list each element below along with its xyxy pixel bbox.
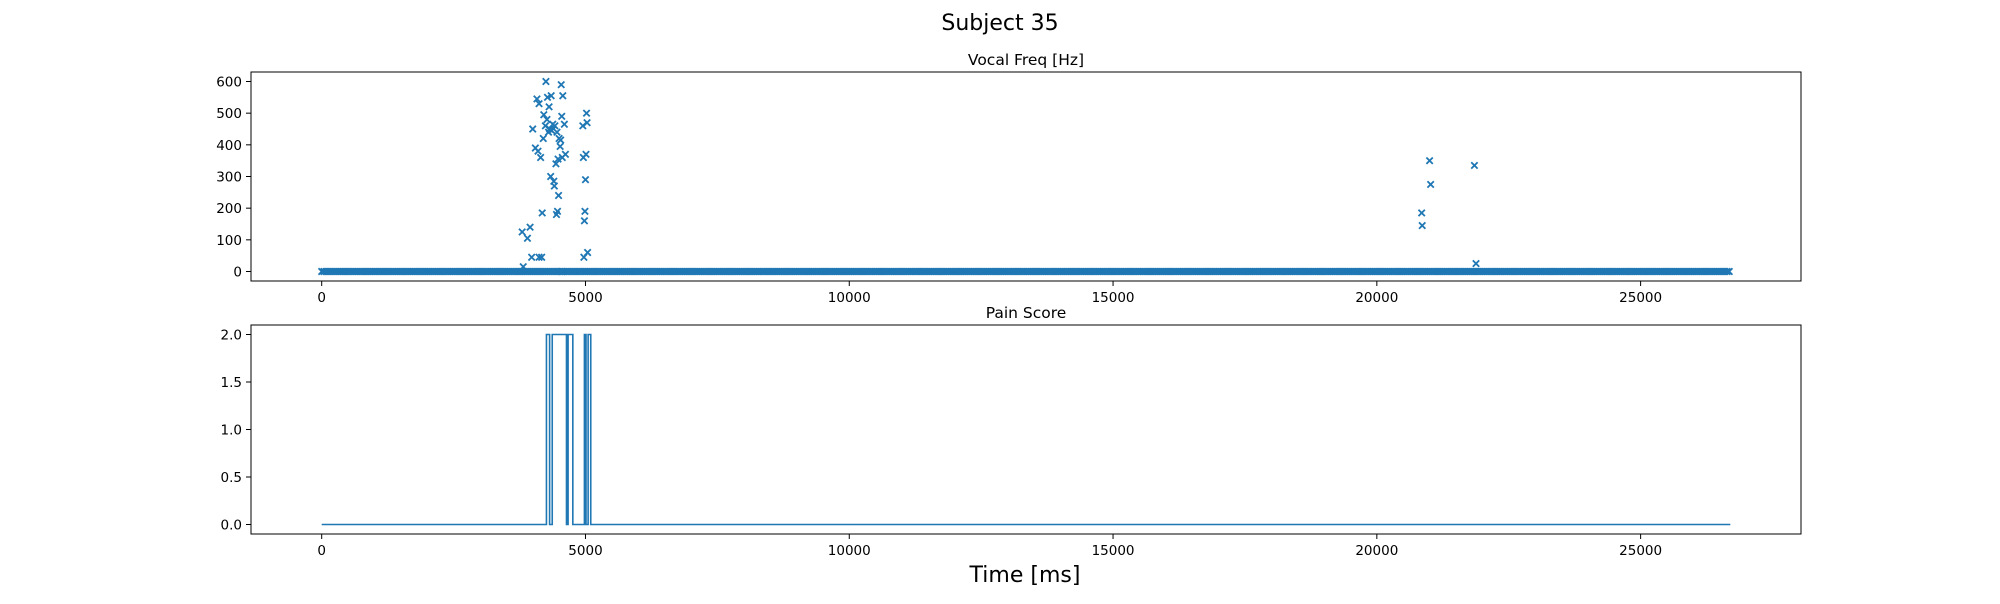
data-point <box>537 253 546 262</box>
data-point <box>554 191 563 200</box>
x-tick-label: 15000 <box>1092 543 1135 559</box>
vocal-freq-marks <box>317 77 1734 276</box>
vocal-freq-title: Vocal Freq [Hz] <box>968 51 1084 69</box>
pain-score-axes-frame <box>250 324 1802 535</box>
data-point <box>552 159 560 168</box>
data-point <box>527 253 536 262</box>
x-tick-label: 10000 <box>828 290 871 306</box>
x-tick-label: 10000 <box>828 543 871 559</box>
y-tick-label: 0.0 <box>221 518 242 534</box>
data-point <box>518 228 527 236</box>
data-point <box>1425 156 1434 165</box>
pain-score-y-ticks: 0.0 0.5 1.0 1.5 2.0 <box>221 328 251 534</box>
data-point <box>536 153 545 162</box>
data-point <box>557 267 566 276</box>
y-tick-label: 500 <box>216 106 242 122</box>
data-point <box>1472 259 1480 268</box>
data-point <box>539 134 548 143</box>
data-point <box>519 262 528 271</box>
data-point <box>581 207 589 216</box>
vocal-freq-x-ticks: 0 5000 10000 15000 20000 25000 <box>317 281 1662 306</box>
x-tick-label: 0 <box>317 290 326 306</box>
data-point <box>557 112 566 121</box>
x-tick-label: 25000 <box>1619 543 1662 559</box>
x-axis-label: Time [ms] <box>969 563 1081 588</box>
pain-score-x-ticks: 0 5000 10000 15000 20000 25000 <box>317 534 1662 559</box>
data-point <box>1723 267 1731 276</box>
data-point <box>583 248 592 257</box>
x-tick-label: 20000 <box>1355 543 1398 559</box>
data-point <box>556 136 565 144</box>
x-tick-label: 15000 <box>1092 290 1135 306</box>
data-point <box>553 128 561 137</box>
data-point <box>533 95 541 103</box>
data-point <box>538 209 547 217</box>
vocal-freq-panel: Vocal Freq [Hz] 0 100 200 300 400 500 600 0 500… <box>216 51 1802 306</box>
y-tick-label: 1.0 <box>221 423 242 439</box>
data-point <box>558 91 567 100</box>
data-point <box>535 253 543 262</box>
y-tick-label: 300 <box>216 170 242 186</box>
data-point <box>1418 221 1427 230</box>
data-point <box>580 216 589 225</box>
x-tick-label: 0 <box>317 543 326 559</box>
y-tick-label: 200 <box>216 201 242 217</box>
data-point <box>535 99 543 108</box>
data-point <box>554 155 562 163</box>
data-point <box>556 142 564 151</box>
data-point <box>523 234 532 243</box>
x-tick-label: 20000 <box>1355 290 1398 306</box>
data-point <box>546 172 555 181</box>
y-tick-label: 0 <box>233 265 242 281</box>
x-tick-label: 25000 <box>1619 290 1662 306</box>
data-point <box>553 207 562 216</box>
data-point <box>1417 209 1426 217</box>
data-point <box>545 102 553 111</box>
data-point <box>1426 180 1435 189</box>
vocal-freq-y-ticks: 0 100 200 300 400 500 600 <box>216 75 251 281</box>
data-point <box>1470 161 1479 170</box>
data-point <box>561 150 570 159</box>
y-tick-label: 2.0 <box>221 328 242 344</box>
figure-suptitle: Subject 35 <box>941 11 1058 36</box>
data-point <box>542 77 550 86</box>
data-point <box>582 150 590 159</box>
data-point <box>557 80 566 89</box>
y-tick-label: 400 <box>216 138 242 154</box>
x-tick-label: 5000 <box>568 543 602 559</box>
data-point <box>534 147 542 156</box>
pain-score-title: Pain Score <box>986 304 1067 322</box>
pain-score-panel: Pain Score 0.0 0.5 1.0 1.5 2.0 0 5000 10000 150… <box>221 304 1802 559</box>
data-point <box>526 223 534 232</box>
data-point <box>547 91 556 100</box>
data-point <box>581 175 590 184</box>
y-tick-label: 0.5 <box>221 470 242 486</box>
x-tick-label: 5000 <box>568 290 602 306</box>
data-point <box>1725 267 1734 276</box>
data-point <box>551 121 559 130</box>
data-point <box>539 110 548 119</box>
data-point <box>583 118 591 127</box>
data-point <box>528 125 537 133</box>
data-point <box>560 120 569 129</box>
y-tick-label: 100 <box>216 233 242 249</box>
vocal-freq-axes-frame <box>250 71 1802 282</box>
y-tick-label: 600 <box>216 75 242 91</box>
data-point <box>582 109 591 118</box>
data-point <box>547 126 556 135</box>
pain-score-marks <box>321 333 1731 526</box>
y-tick-label: 1.5 <box>221 375 242 391</box>
pain-score-line <box>321 333 1731 526</box>
data-point <box>550 182 559 190</box>
